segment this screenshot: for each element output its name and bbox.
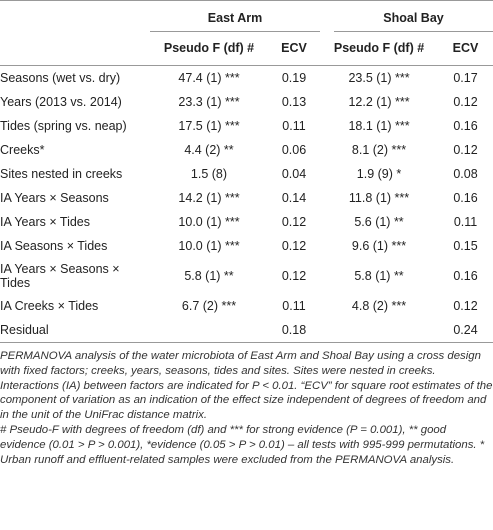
row-label: Sites nested in creeks — [0, 167, 123, 181]
table-cell: 14.2 (1) *** — [178, 191, 240, 205]
row-label: Creeks* — [0, 143, 45, 157]
table-row: IA Seasons × Tides 10.0 (1) *** 0.12 9.6 (1… — [0, 234, 493, 258]
table-cell: 0.24 — [453, 323, 478, 337]
group-header: East Arm — [150, 11, 321, 32]
table-cell: 9.6 (1) *** — [351, 239, 407, 253]
row-label: IA Seasons × Tides — [0, 239, 108, 253]
table-cell: 6.7 (2) *** — [181, 299, 237, 313]
results-table: East Arm Shoal Bay Pseudo F (df) # ECV P… — [0, 0, 493, 343]
table-cell: 0.13 — [281, 95, 307, 109]
table-cell: 0.06 — [281, 143, 307, 157]
column-header: Pseudo F (df) # — [320, 33, 439, 66]
table-cell: 10.0 (1) *** — [178, 239, 240, 253]
row-label: IA Creeks × Tides — [0, 299, 99, 313]
table-cell: 5.8 (1) ** — [354, 269, 404, 283]
table-row: IA Creeks × Tides 6.7 (2) *** 0.11 4.8 (2) … — [0, 294, 493, 318]
table-cell — [320, 318, 438, 343]
table-cell: 0.11 — [453, 215, 478, 229]
table-cell: 0.12 — [453, 95, 478, 109]
table-row: Residual 0.18 0.24 — [0, 318, 493, 343]
table-cell: 0.17 — [453, 71, 478, 85]
row-label: Years (2013 vs. 2014) — [0, 95, 122, 109]
table-cell — [150, 318, 268, 343]
group-header: Shoal Bay — [334, 11, 493, 32]
table-cell: 5.6 (1) ** — [354, 215, 404, 229]
table-cell: 0.12 — [281, 215, 307, 229]
group-header-cell: East Arm — [150, 1, 321, 34]
table-cell: 23.3 (1) *** — [178, 95, 240, 109]
table-cell: 0.04 — [281, 167, 307, 181]
table-cell: 0.15 — [453, 239, 478, 253]
table-cell: 4.4 (2) ** — [184, 143, 234, 157]
column-header: ECV — [438, 33, 493, 66]
table-cell: 0.18 — [281, 323, 307, 337]
table-cell: 1.9 (9) * — [356, 167, 402, 181]
table-cell: 0.16 — [453, 119, 478, 133]
table-body: Seasons (wet vs. dry) 47.4 (1) *** 0.19 23.… — [0, 66, 493, 343]
table-row: Sites nested in creeks 1.5 (8) 0.04 1.9 (9)… — [0, 162, 493, 186]
footnotes: PERMANOVA analysis of the water microbio… — [0, 349, 493, 467]
table-cell: 0.14 — [281, 191, 307, 205]
table-cell: 47.4 (1) *** — [178, 71, 240, 85]
table-cell: 8.1 (2) *** — [351, 143, 407, 157]
corner — [0, 33, 150, 66]
row-label: IA Years × Tides — [0, 215, 90, 229]
table-cell: 12.2 (1) *** — [348, 95, 410, 109]
table-cell: 0.11 — [282, 299, 306, 313]
group-header-cell: Shoal Bay — [320, 1, 493, 34]
table-cell: 0.12 — [453, 299, 478, 313]
table-row: Tides (spring vs. neap) 17.5 (1) *** 0.11 1… — [0, 114, 493, 138]
table-row: Years (2013 vs. 2014) 23.3 (1) *** 0.13 12.… — [0, 90, 493, 114]
table-cell: 18.1 (1) *** — [348, 119, 410, 133]
footnote: # Pseudo-F with degrees of freedom (df) … — [0, 423, 485, 466]
row-label: IA Years × Seasons × Tides — [0, 262, 120, 290]
table-cell: 0.08 — [453, 167, 478, 181]
row-label: Seasons (wet vs. dry) — [0, 71, 121, 85]
row-label: Tides (spring vs. neap) — [0, 119, 127, 133]
table-cell: 1.5 (8) — [190, 167, 228, 181]
table-cell: 0.11 — [282, 119, 306, 133]
table-row: IA Years × Seasons × Tides 5.8 (1) ** 0.12… — [0, 258, 493, 294]
table-cell: 0.19 — [281, 71, 307, 85]
table-row: Seasons (wet vs. dry) 47.4 (1) *** 0.19 23.… — [0, 66, 493, 91]
row-label: Residual — [0, 323, 49, 337]
table-row: IA Years × Tides 10.0 (1) *** 0.12 5.6 (1) … — [0, 210, 493, 234]
row-label: IA Years × Seasons — [0, 191, 109, 205]
table-cell: 10.0 (1) *** — [178, 215, 240, 229]
table-cell: 0.12 — [453, 143, 478, 157]
footnote: PERMANOVA analysis of the water microbio… — [0, 350, 493, 422]
table-cell: 5.8 (1) ** — [184, 269, 234, 283]
table-cell: 11.8 (1) *** — [348, 191, 410, 205]
table-cell: 23.5 (1) *** — [348, 71, 410, 85]
table-cell: 0.12 — [281, 239, 307, 253]
column-header: Pseudo F (df) # — [150, 33, 268, 66]
table-cell: 0.16 — [453, 191, 478, 205]
table-cell: 4.8 (2) *** — [351, 299, 407, 313]
table-cell: 0.12 — [281, 269, 307, 283]
table-cell: 0.16 — [453, 269, 478, 283]
table-row: IA Years × Seasons 14.2 (1) *** 0.14 11.8 (… — [0, 186, 493, 210]
table-cell: 17.5 (1) *** — [178, 119, 240, 133]
column-header: ECV — [268, 33, 321, 66]
corner — [0, 1, 150, 34]
table-row: Creeks* 4.4 (2) ** 0.06 8.1 (2) *** 0.12 — [0, 138, 493, 162]
